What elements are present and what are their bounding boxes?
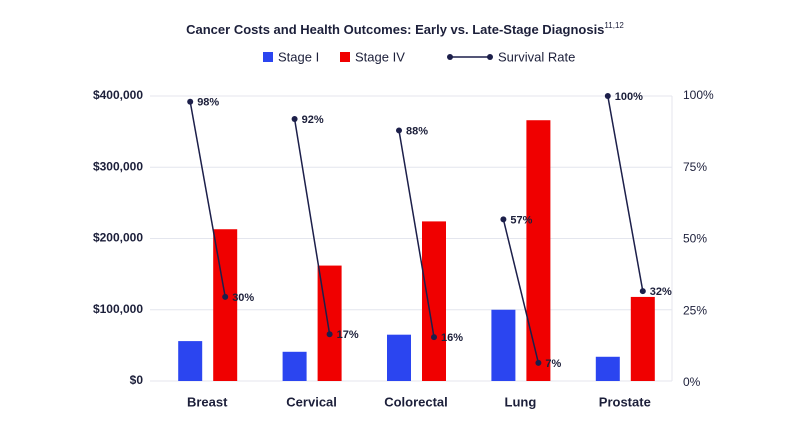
survival-point: [326, 331, 333, 338]
y-tick-label: $200,000: [93, 231, 143, 245]
point-label: 7%: [545, 358, 561, 370]
y2-tick-label: 25%: [683, 303, 707, 317]
title-text: Cancer Costs and Health Outcomes: Early …: [186, 22, 604, 37]
legend-label: Survival Rate: [498, 49, 575, 64]
legend-label: Stage I: [278, 49, 319, 64]
bar: [491, 309, 516, 381]
point-label: 57%: [510, 214, 532, 226]
legend-label: Stage IV: [355, 49, 405, 64]
survival-point: [222, 293, 229, 300]
legend-swatch: [263, 52, 273, 62]
point-label: 100%: [615, 91, 643, 103]
point-label: 17%: [337, 329, 359, 341]
point-label: 30%: [232, 292, 254, 304]
y-tick-label: $300,000: [93, 159, 143, 173]
x-tick-label: Cervical: [286, 394, 337, 409]
survival-point: [187, 98, 194, 105]
point-label: 16%: [441, 332, 463, 344]
survival-point: [500, 216, 507, 223]
x-tick-label: Colorectal: [384, 394, 448, 409]
legend-dot: [487, 54, 493, 60]
survival-line: [607, 95, 644, 292]
bar: [422, 221, 446, 381]
survival-line: [189, 101, 226, 298]
survival-line: [293, 118, 331, 335]
legend-dot: [447, 54, 453, 60]
y-tick-label: $100,000: [93, 302, 143, 316]
survival-line: [502, 219, 540, 364]
y2-tick-label: 100%: [683, 88, 714, 102]
y2-tick-label: 0%: [683, 375, 701, 389]
survival-point: [639, 288, 646, 295]
bar: [595, 356, 620, 381]
y-tick-label: $0: [130, 373, 144, 387]
survival-point: [604, 93, 611, 99]
x-tick-label: Lung: [505, 394, 537, 409]
survival-point: [431, 334, 437, 341]
survival-point: [396, 127, 402, 134]
x-tick-label: Prostate: [599, 394, 651, 409]
y2-tick-label: 50%: [683, 232, 707, 246]
point-label: 32%: [650, 286, 672, 298]
point-label: 98%: [197, 97, 219, 109]
legend-swatch: [340, 52, 350, 62]
survival-point: [291, 115, 298, 122]
y-tick-label: $400,000: [93, 88, 143, 102]
survival-point: [535, 359, 542, 366]
point-label: 92%: [302, 114, 324, 126]
point-label: 88%: [406, 125, 428, 137]
bar: [178, 341, 203, 381]
bar: [282, 351, 307, 381]
bar: [387, 334, 411, 381]
y2-tick-label: 75%: [683, 160, 707, 174]
chart-title: Cancer Costs and Health Outcomes: Early …: [186, 21, 624, 37]
bar: [526, 120, 551, 381]
x-tick-label: Breast: [187, 394, 228, 409]
bar: [630, 296, 655, 381]
title-superscript: 11,12: [604, 21, 624, 30]
survival-line: [398, 130, 435, 338]
